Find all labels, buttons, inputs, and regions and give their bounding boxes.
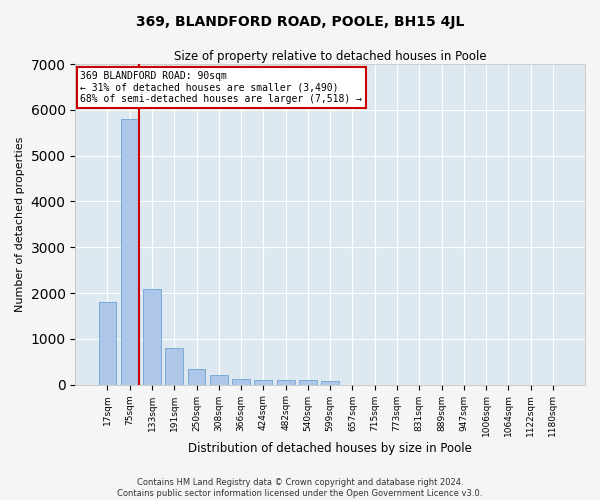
X-axis label: Distribution of detached houses by size in Poole: Distribution of detached houses by size … [188, 442, 472, 455]
Text: 369, BLANDFORD ROAD, POOLE, BH15 4JL: 369, BLANDFORD ROAD, POOLE, BH15 4JL [136, 15, 464, 29]
Title: Size of property relative to detached houses in Poole: Size of property relative to detached ho… [174, 50, 487, 63]
Bar [188, 369, 205, 384]
Bar [299, 380, 317, 384]
Bar [254, 380, 272, 384]
Bar [143, 290, 161, 384]
Text: Contains HM Land Registry data © Crown copyright and database right 2024.
Contai: Contains HM Land Registry data © Crown c… [118, 478, 482, 498]
Bar [321, 381, 339, 384]
Bar [98, 302, 116, 384]
Bar [232, 378, 250, 384]
Y-axis label: Number of detached properties: Number of detached properties [15, 136, 25, 312]
Bar [277, 380, 295, 384]
Text: 369 BLANDFORD ROAD: 90sqm
← 31% of detached houses are smaller (3,490)
68% of se: 369 BLANDFORD ROAD: 90sqm ← 31% of detac… [80, 70, 362, 104]
Bar [121, 119, 139, 384]
Bar [166, 348, 183, 385]
Bar [210, 376, 228, 384]
